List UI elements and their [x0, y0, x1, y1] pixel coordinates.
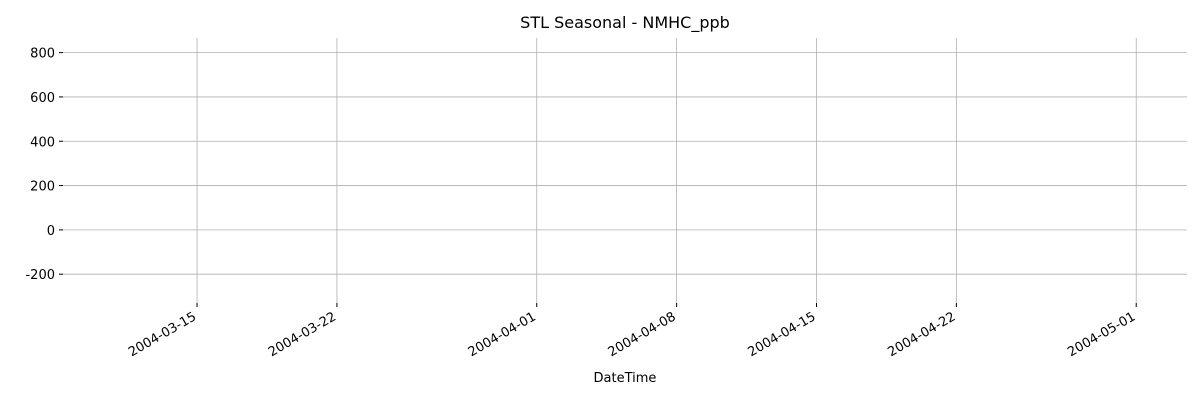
y-tick-label: 600 — [30, 91, 55, 106]
y-tick-label: 0 — [47, 224, 55, 239]
y-tick-label: 200 — [30, 180, 55, 195]
y-tick-label: 400 — [30, 135, 55, 150]
y-tick-label: -200 — [25, 268, 55, 283]
chart-title: STL Seasonal - NMHC_ppb — [520, 13, 730, 33]
x-axis-label: DateTime — [594, 371, 657, 386]
y-tick-label: 800 — [30, 47, 55, 62]
